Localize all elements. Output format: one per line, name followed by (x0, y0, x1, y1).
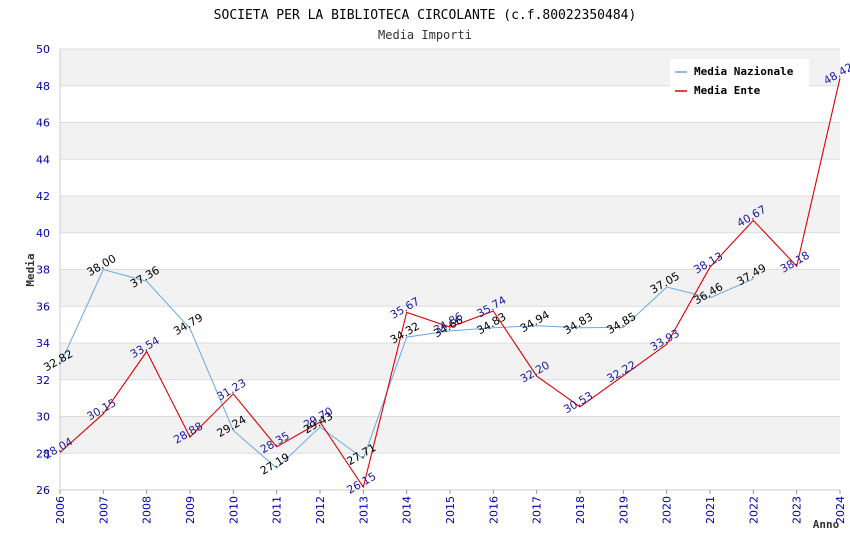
x-tick-label: 2011 (271, 496, 284, 524)
x-tick-label: 2022 (747, 496, 760, 524)
x-tick-label: 2013 (357, 496, 370, 524)
series-line-media-ente (59, 77, 841, 489)
y-tick-label: 44 (36, 153, 50, 166)
y-tick-label: 42 (36, 190, 50, 203)
series-line-media-nazionale (59, 268, 754, 469)
y-axis-label: Media (24, 253, 37, 286)
y-tick-label: 28 (36, 447, 50, 460)
grid-band (60, 416, 840, 454)
y-tick-label: 46 (36, 117, 50, 130)
x-tick-label: 2007 (97, 496, 110, 524)
x-tick-label: 2014 (401, 496, 414, 524)
legend-label-media-nazionale: Media Nazionale (694, 65, 794, 78)
y-tick-label: 26 (36, 484, 50, 497)
grid-band (60, 343, 840, 380)
grid-band (60, 269, 840, 307)
x-axis-label: Anno (813, 518, 840, 531)
x-tick-label: 2018 (574, 496, 587, 524)
grid-band (60, 379, 840, 417)
y-tick-label: 32 (36, 374, 50, 387)
chart-title: SOCIETA PER LA BIBLIOTECA CIRCOLANTE (c.… (214, 8, 637, 23)
y-tick-label: 36 (36, 300, 50, 313)
y-tick-label: 38 (36, 264, 50, 277)
x-tick-label: 2009 (184, 496, 197, 524)
x-tick-label: 2021 (704, 496, 717, 524)
series-lines (59, 77, 841, 489)
y-tick-label: 50 (36, 43, 50, 56)
y-tick-label: 40 (36, 227, 50, 240)
chart-subtitle: Media Importi (378, 28, 472, 42)
y-axis: 26 28 30 32 34 36 38 40 42 44 46 48 50 (36, 43, 61, 497)
x-tick-label: 2019 (617, 496, 630, 524)
x-axis: 2006 2007 2008 2009 2010 2011 2012 2013 2014 2015… (54, 489, 847, 524)
x-tick-label: 2015 (444, 496, 457, 524)
x-tick-label: 2012 (314, 496, 327, 524)
grid-band (60, 122, 840, 160)
x-tick-label: 2020 (661, 496, 674, 524)
grid-band (60, 306, 840, 343)
x-tick-label: 2023 (791, 496, 804, 524)
legend-box (670, 59, 809, 102)
y-tick-label: 48 (36, 80, 50, 93)
x-tick-label: 2008 (141, 496, 154, 524)
grid-band (60, 453, 840, 490)
x-tick-label: 2010 (227, 496, 240, 524)
legend-label-media-ente: Media Ente (694, 84, 761, 97)
x-tick-label: 2006 (54, 496, 67, 524)
y-tick-label: 34 (36, 337, 50, 350)
x-tick-label: 2016 (487, 496, 500, 524)
grid-band (60, 232, 840, 270)
grid-band (60, 196, 840, 233)
x-tick-label: 2024 (834, 496, 847, 524)
x-tick-label: 2017 (531, 496, 544, 524)
y-tick-label: 30 (36, 411, 50, 424)
legend: Media Nazionale Media Ente (670, 59, 809, 102)
plot-background (60, 48, 840, 491)
grid-band (60, 159, 840, 196)
